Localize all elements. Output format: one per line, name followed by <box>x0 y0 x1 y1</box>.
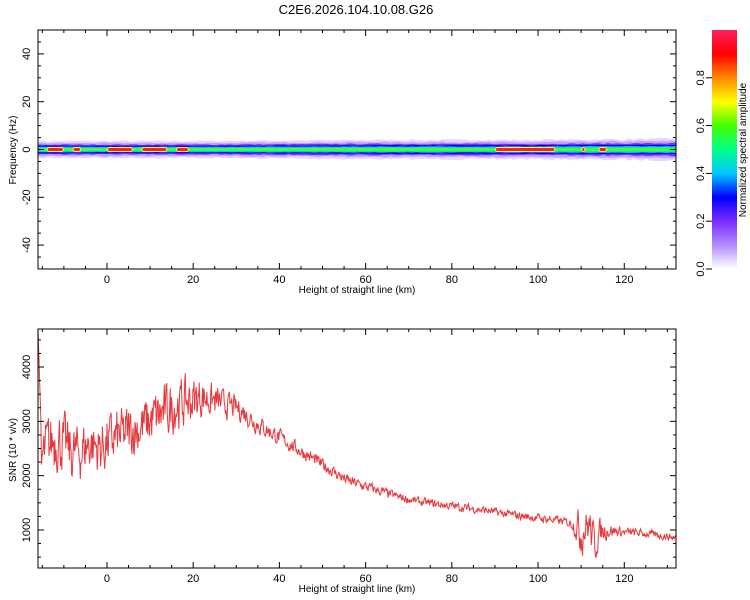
snr-y-axis-label: SNR (10 * v/v) <box>8 418 19 482</box>
colorbar-tick-label: 0.6 <box>695 118 707 133</box>
snr-y-tick-label: 1000 <box>21 518 33 542</box>
spectrogram-band <box>38 137 676 162</box>
spectrogram-x-tick-label: 20 <box>187 274 199 286</box>
snr-x-tick-label: 60 <box>359 573 371 585</box>
chart-title: C2E6.2026.104.10.08.G26 <box>279 2 434 17</box>
spectrogram-y-axis-label: Frequency (Hz) <box>8 116 19 185</box>
snr-y-tick-label: 3000 <box>21 409 33 433</box>
spectrogram-peak <box>599 148 607 151</box>
snr-plot: 0 20 40 60 80 100 120 1000 2000 3000 4000 Height o… <box>8 328 677 595</box>
spectrogram-band-layer <box>38 148 676 151</box>
snr-x-tick-label: 80 <box>446 573 458 585</box>
snr-x-tick-label: 120 <box>615 573 633 585</box>
spectrogram-peak <box>107 148 132 151</box>
snr-ticks: 0 20 40 60 80 100 120 1000 2000 3000 4000 <box>21 329 676 585</box>
colorbar-tick-label: 0.4 <box>695 166 707 181</box>
snr-x-tick-label: 40 <box>273 573 285 585</box>
spectrogram-y-tick-label: -40 <box>21 237 33 253</box>
spectrogram-plot: 0 20 40 60 80 100 120 -40 -20 0 20 40 Height of str… <box>8 29 677 296</box>
spectrogram-peak <box>495 148 555 151</box>
spectrogram-peak <box>47 148 63 151</box>
spectrogram-y-tick-label: 40 <box>21 48 33 60</box>
spectrogram-peak <box>582 148 585 151</box>
snr-y-tick-label: 2000 <box>21 463 33 487</box>
spectrogram-ticks: 0 20 40 60 80 100 120 -40 -20 0 20 40 <box>21 29 676 286</box>
spectrogram-x-tick-label: 80 <box>446 274 458 286</box>
colorbar-ticks: 0.0 0.2 0.4 0.6 0.8 <box>695 70 712 277</box>
snr-x-tick-label: 20 <box>187 573 199 585</box>
spectrogram-peak <box>176 148 188 151</box>
colorbar-tick-label: 0.0 <box>695 261 707 276</box>
spectrogram-peak <box>73 148 81 151</box>
snr-y-tick-label: 4000 <box>21 355 33 379</box>
colorbar-tick-label: 0.2 <box>695 214 707 229</box>
snr-x-tick-label: 100 <box>529 573 547 585</box>
colorbar-gradient <box>712 30 737 269</box>
spectrogram-y-tick-label: 0 <box>21 146 33 152</box>
snr-series-line <box>38 329 676 558</box>
spectrogram-x-axis-label: Height of straight line (km) <box>299 285 416 296</box>
snr-x-axis-label: Height of straight line (km) <box>299 584 416 595</box>
spectrogram-x-tick-label: 60 <box>359 274 371 286</box>
spectrogram-y-tick-label: 20 <box>21 96 33 108</box>
snr-background <box>38 329 676 568</box>
spectrogram-peak <box>142 148 167 151</box>
spectrogram-x-tick-label: 40 <box>273 274 285 286</box>
colorbar-label: Normalized spectral amplitude <box>738 82 749 217</box>
colorbar: 0.0 0.2 0.4 0.6 0.8 Normalized spectral ampl… <box>695 30 749 277</box>
spectrogram-x-tick-label: 100 <box>529 274 547 286</box>
spectrogram-x-tick-label: 0 <box>104 274 110 286</box>
spectrogram-y-tick-label: -20 <box>21 189 33 205</box>
spectrogram-x-tick-label: 120 <box>615 274 633 286</box>
colorbar-tick-label: 0.8 <box>695 70 707 85</box>
snr-x-tick-label: 0 <box>104 573 110 585</box>
